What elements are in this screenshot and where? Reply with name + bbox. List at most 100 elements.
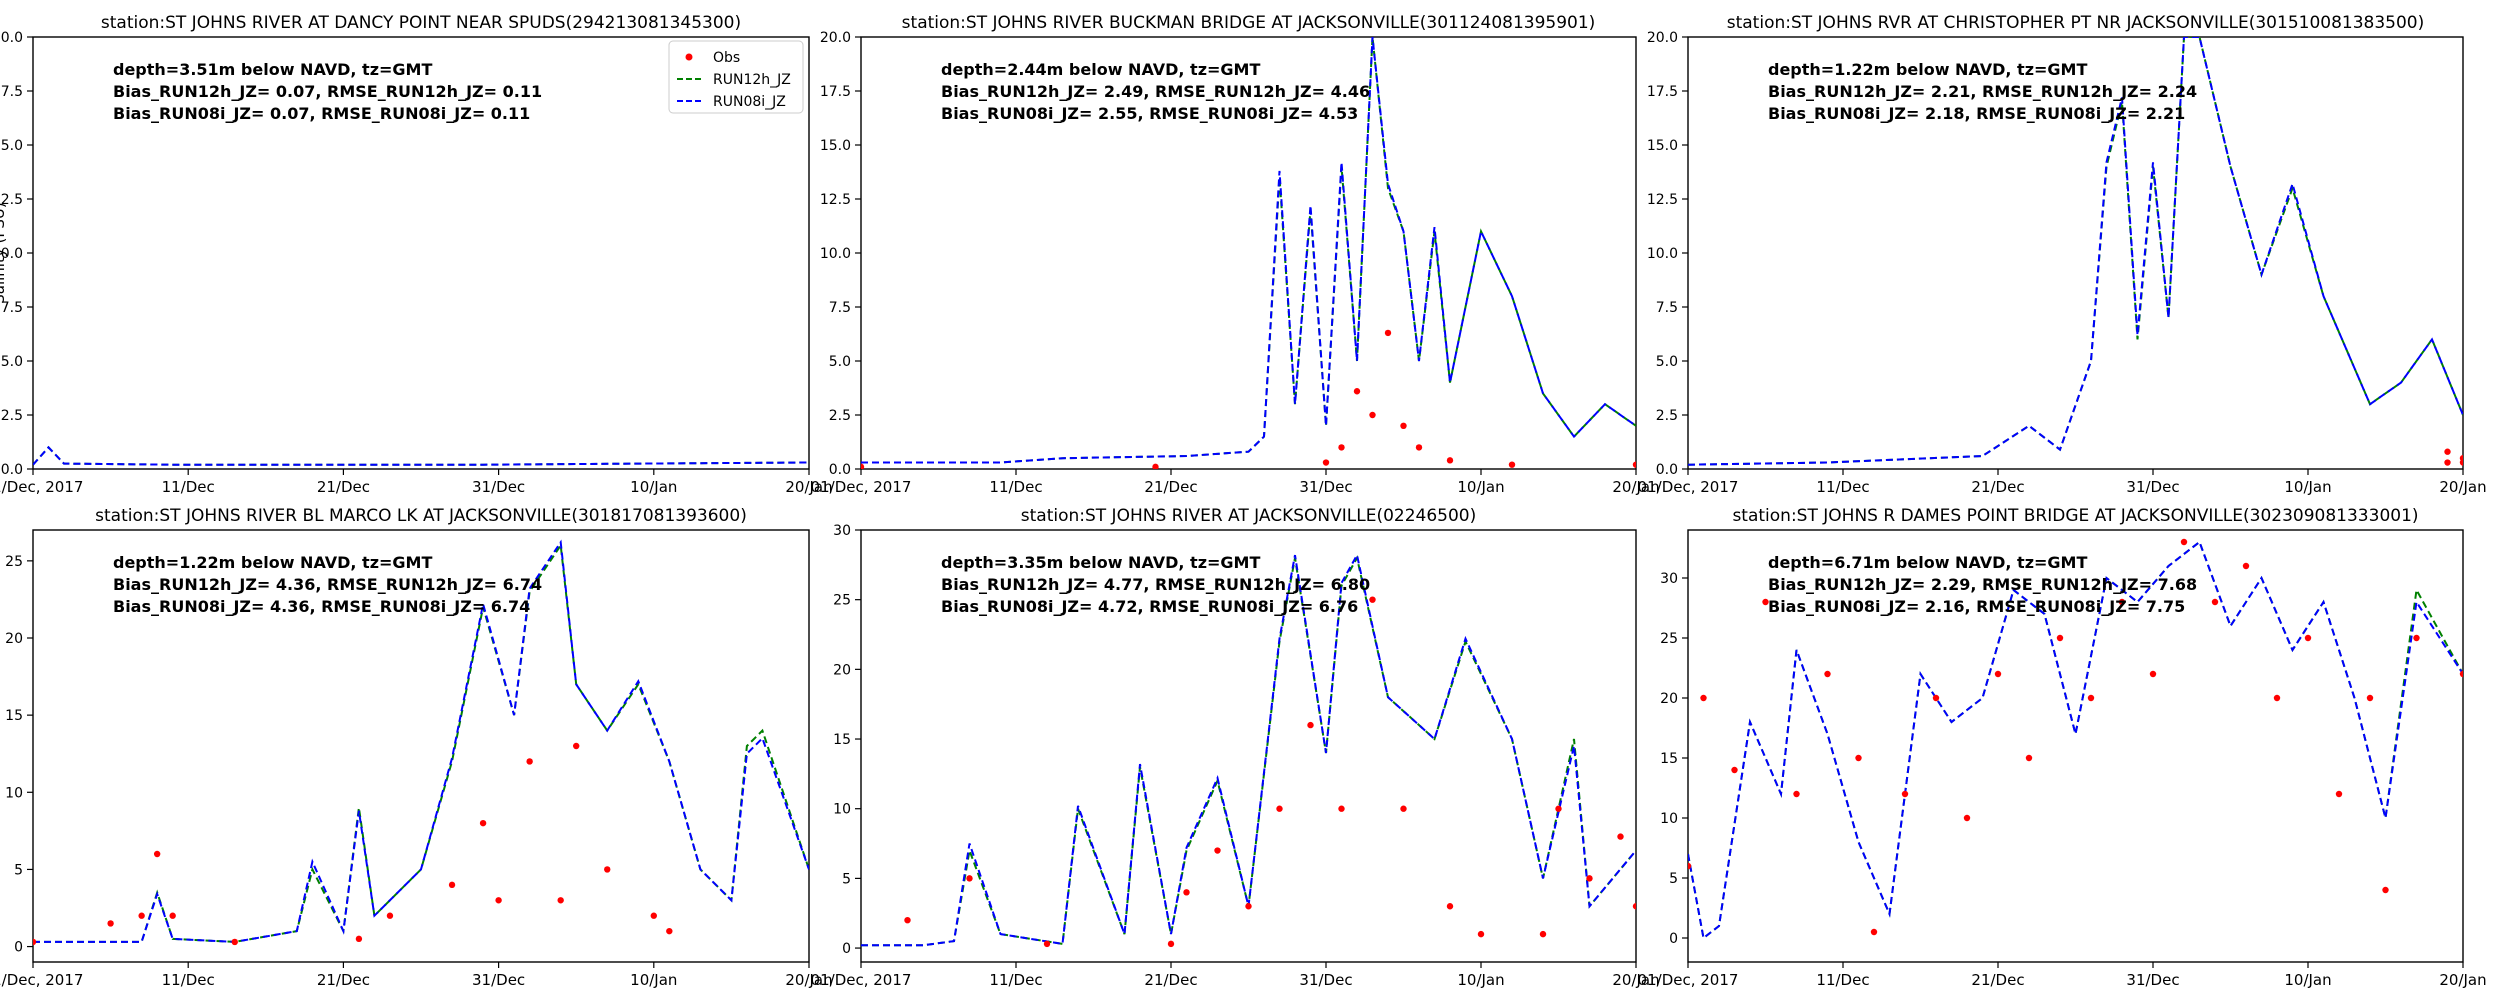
stats-line: depth=6.71m below NAVD, tz=GMT — [1768, 553, 2087, 572]
obs-point — [1932, 694, 1940, 702]
series-group — [33, 539, 809, 946]
x-tick-label: 21/Dec — [1144, 478, 1197, 496]
obs-point — [1307, 721, 1314, 729]
y-tick-label: 12.5 — [820, 192, 851, 208]
y-tick-label: 0.0 — [829, 462, 851, 478]
x-tick-label: 31/Dec — [1299, 971, 1352, 989]
obs-point — [966, 875, 973, 882]
x-tick-label: 10/Jan — [630, 971, 677, 989]
stats-line: depth=3.51m below NAVD, tz=GMT — [113, 60, 432, 79]
series-group — [861, 552, 1636, 948]
obs-point — [904, 916, 911, 924]
y-tick-label: 15.0 — [1647, 138, 1678, 154]
stats-line: depth=1.22m below NAVD, tz=GMT — [1768, 60, 2087, 79]
y-tick-label: 12.5 — [1647, 192, 1678, 208]
y-tick-label: 20 — [833, 662, 851, 678]
x-tick-label: 31/Dec — [472, 478, 525, 496]
x-tick-label: 21/Dec — [317, 478, 370, 496]
y-tick-label: 15 — [5, 708, 23, 724]
chart-title: station:ST JOHNS RIVER AT JACKSONVILLE(0… — [1021, 506, 1476, 526]
obs-point — [2087, 694, 2095, 702]
obs-point — [2273, 694, 2281, 702]
x-tick-label: 01/Dec, 2017 — [811, 971, 912, 989]
x-tick-label: 01/Dec, 2017 — [1638, 971, 1739, 989]
obs-point — [1446, 903, 1454, 910]
obs-point — [138, 912, 145, 919]
obs-point — [2382, 886, 2389, 894]
y-tick-label: 7.5 — [1656, 300, 1678, 316]
x-tick-label: 20/Jan — [2439, 478, 2486, 496]
obs-point — [2444, 448, 2451, 455]
obs-point — [861, 463, 865, 469]
y-tick-label: 10.0 — [1647, 246, 1678, 262]
y-tick-label: 0 — [842, 941, 851, 957]
stats-line: Bias_RUN12h_JZ= 2.49, RMSE_RUN12h_JZ= 4.… — [941, 82, 1370, 101]
obs-point — [479, 819, 487, 827]
x-tick-label: 20/Jan — [2439, 971, 2486, 989]
y-tick-label: 5 — [842, 871, 851, 887]
y-tick-label: 5 — [14, 862, 23, 878]
plot-area — [860, 529, 1637, 963]
x-tick-label: 20/Jan — [785, 478, 832, 496]
y-tick-label: 0 — [14, 940, 23, 956]
panel-4: station:ST JOHNS RIVER BL MARCO LK AT JA… — [0, 506, 833, 989]
y-tick-label: 10 — [1660, 811, 1678, 827]
stats-line: depth=3.35m below NAVD, tz=GMT — [941, 553, 1260, 572]
series-group — [861, 37, 1636, 469]
legend-label: Obs — [713, 50, 740, 66]
run08i-line — [33, 445, 809, 466]
y-tick-label: 5 — [1669, 871, 1678, 887]
y-tick-label: 10.0 — [820, 246, 851, 262]
obs-point — [2413, 634, 2420, 642]
y-tick-label: 15.0 — [820, 138, 851, 154]
obs-point — [355, 935, 363, 943]
obs-point — [1539, 930, 1547, 938]
panel-1: station:ST JOHNS RIVER AT DANCY POINT NE… — [0, 13, 833, 496]
x-tick-label: 01/Dec, 2017 — [0, 971, 83, 989]
y-tick-label: 5.0 — [1, 354, 23, 370]
obs-point — [1994, 670, 2002, 678]
stats-line: depth=1.22m below NAVD, tz=GMT — [113, 553, 432, 572]
x-tick-label: 11/Dec — [162, 478, 215, 496]
x-tick-label: 11/Dec — [989, 478, 1042, 496]
y-tick-label: 30 — [1660, 571, 1678, 587]
obs-point — [2056, 634, 2064, 642]
x-tick-label: 11/Dec — [1816, 478, 1869, 496]
obs-point — [573, 742, 580, 750]
obs-point — [1415, 444, 1423, 451]
x-tick-label: 21/Dec — [317, 971, 370, 989]
obs-point — [2335, 790, 2343, 798]
obs-point — [526, 758, 533, 765]
obs-point — [1855, 754, 1862, 762]
obs-point — [1369, 411, 1376, 419]
x-tick-label: 11/Dec — [989, 971, 1042, 989]
y-tick-label: 17.5 — [1647, 84, 1678, 100]
obs-point — [1731, 766, 1738, 774]
run08i-line — [1688, 540, 2463, 940]
obs-point — [1353, 388, 1361, 395]
obs-point — [2459, 459, 2463, 466]
plot-area — [860, 36, 1637, 470]
obs-point — [1762, 598, 1769, 606]
x-tick-label: 10/Jan — [630, 478, 677, 496]
plot-area — [1687, 36, 2464, 470]
obs-point — [1245, 903, 1252, 910]
stats-line: Bias_RUN12h_JZ= 4.77, RMSE_RUN12h_JZ= 6.… — [941, 575, 1370, 594]
x-tick-label: 11/Dec — [162, 971, 215, 989]
obs-point — [1276, 805, 1283, 812]
obs-point — [2366, 694, 2374, 702]
panel-3: station:ST JOHNS RVR AT CHRISTOPHER PT N… — [1638, 13, 2487, 496]
y-tick-label: 30 — [833, 523, 851, 539]
obs-point — [2180, 538, 2188, 546]
obs-point — [1870, 928, 1878, 936]
y-tick-label: 0.0 — [1656, 462, 1678, 478]
obs-point — [1477, 930, 1485, 938]
y-tick-label: 10 — [833, 802, 851, 818]
chart-title: station:ST JOHNS RIVER BUCKMAN BRIDGE AT… — [902, 13, 1596, 33]
obs-point — [2118, 598, 2126, 606]
stats-line: Bias_RUN08i_JZ= 0.07, RMSE_RUN08i_JZ= 0.… — [113, 104, 530, 123]
x-tick-label: 10/Jan — [1457, 971, 1504, 989]
chart-title: station:ST JOHNS RIVER BL MARCO LK AT JA… — [95, 506, 747, 526]
y-tick-label: 0 — [1669, 931, 1678, 947]
obs-point — [1632, 903, 1636, 910]
